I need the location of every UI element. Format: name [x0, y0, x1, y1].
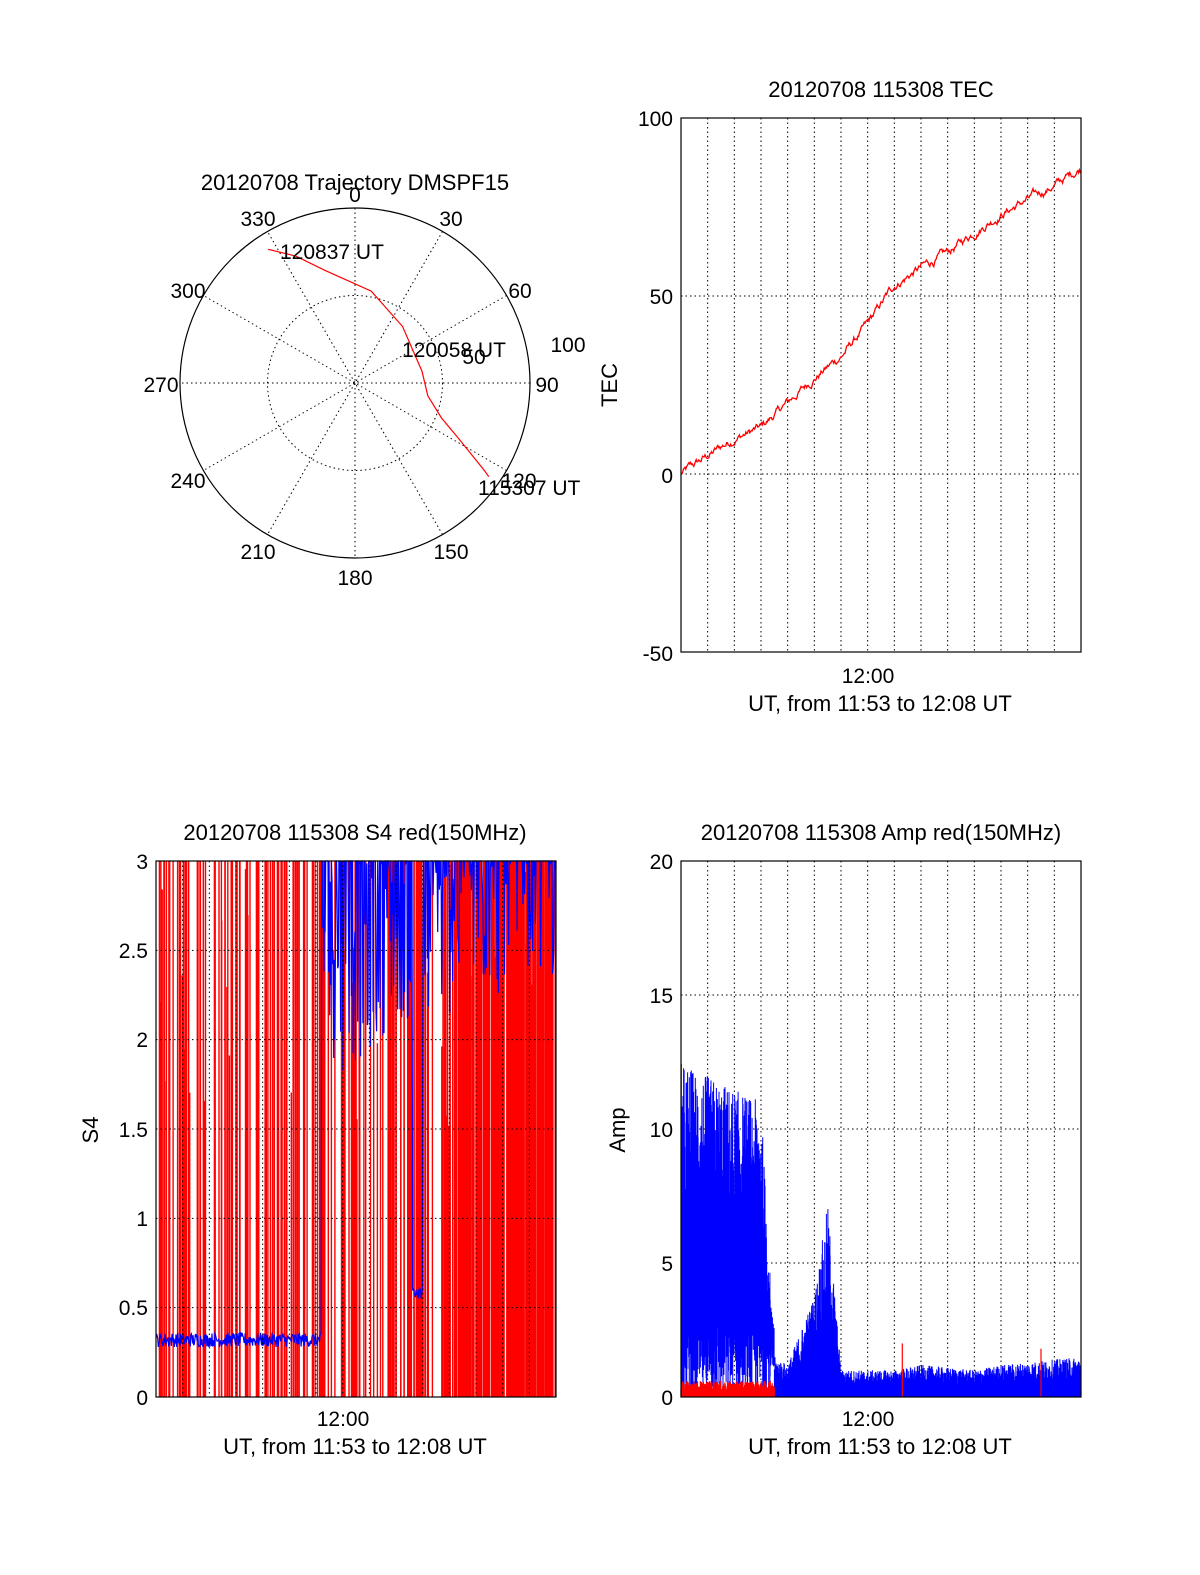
- tec-series-line: [680, 167, 1082, 475]
- tec-plot-frame: [680, 117, 1082, 653]
- tec-ytick-0: 0: [661, 465, 673, 488]
- tec-xlabel: UT, from 11:53 to 12:08 UT: [748, 691, 1012, 716]
- polar-annotation-end: 120837 UT: [280, 241, 384, 264]
- tec-grid: [681, 118, 1081, 652]
- polar-angle-labels: 0 30 60 90 120 150 180 210 240 270 300 330: [143, 184, 558, 590]
- polar-angle-label-150: 150: [433, 541, 468, 564]
- s4-plot-frame: [155, 860, 557, 1398]
- s4-ytick-2.5: 2.5: [119, 940, 148, 963]
- amp-title: 20120708 115308 Amp red(150MHz): [701, 820, 1061, 845]
- tec-panel: 20120708 115308 TEC 100 50 0 -50 12:00 U…: [597, 77, 1082, 716]
- polar-title: 20120708 Trajectory DMSPF15: [201, 170, 509, 195]
- amp-blue-series: [680, 1064, 1082, 1397]
- amp-ytick-10: 10: [650, 1119, 673, 1142]
- polar-angle-label-60: 60: [508, 280, 531, 303]
- polar-panel: 20120708 Trajectory DMSPF15 0 30 60 90 120 15…: [143, 170, 585, 590]
- amp-panel: 20120708 115308 Amp red(150MHz) 20 15 10…: [605, 820, 1082, 1459]
- polar-grid: [180, 208, 530, 558]
- amp-ytick-15: 15: [650, 985, 673, 1008]
- polar-annotation-mid: 120058 UT: [402, 339, 506, 362]
- s4-ytick-1: 1: [136, 1208, 148, 1231]
- amp-xlabel: UT, from 11:53 to 12:08 UT: [748, 1434, 1012, 1459]
- tec-ytick-100: 100: [638, 108, 673, 131]
- amp-ytick-20: 20: [650, 851, 673, 874]
- tec-ylabel: TEC: [597, 363, 622, 407]
- amp-xtick-1200: 12:00: [842, 1408, 895, 1431]
- s4-ytick-0: 0: [136, 1387, 148, 1410]
- s4-panel: 20120708 115308 S4 red(150MHz) 3 2.5 2 1…: [78, 820, 557, 1459]
- amp-plot-frame: [680, 860, 1082, 1398]
- polar-angle-label-180: 180: [337, 567, 372, 590]
- tec-ytick-50: 50: [650, 286, 673, 309]
- polar-radius-label-50: 50: [462, 346, 485, 369]
- s4-ytick-1.5: 1.5: [119, 1119, 148, 1142]
- polar-radius-label-100: 100: [550, 334, 585, 357]
- amp-ylabel: Amp: [605, 1107, 630, 1152]
- polar-angle-label-240: 240: [170, 470, 205, 493]
- s4-xtick-1200: 12:00: [317, 1408, 370, 1431]
- s4-ylabel: S4: [78, 1117, 103, 1144]
- polar-angle-label-270: 270: [143, 374, 178, 397]
- amp-ytick-5: 5: [661, 1253, 673, 1276]
- s4-grid: [156, 861, 556, 1397]
- polar-outer-ring: [179, 207, 531, 559]
- polar-trajectory-line: [268, 248, 490, 478]
- polar-angle-label-0: 0: [349, 184, 361, 207]
- tec-title: 20120708 115308 TEC: [768, 77, 994, 102]
- s4-ytick-3: 3: [136, 851, 148, 874]
- polar-angle-label-30: 30: [439, 208, 462, 231]
- amp-blue-trace: [680, 1064, 1082, 1397]
- polar-angle-label-210: 210: [240, 541, 275, 564]
- polar-annotation-start: 115307 UT: [478, 477, 581, 500]
- polar-angle-label-330: 330: [240, 208, 275, 231]
- tec-xtick-1200: 12:00: [842, 665, 895, 688]
- amp-ytick-0: 0: [661, 1387, 673, 1410]
- s4-title: 20120708 115308 S4 red(150MHz): [183, 820, 526, 845]
- polar-angle-label-90: 90: [535, 374, 558, 397]
- polar-angle-label-120: 120: [501, 470, 536, 493]
- polar-ring-50: [267, 295, 443, 471]
- s4-ytick-0.5: 0.5: [119, 1297, 148, 1320]
- s4-xlabel: UT, from 11:53 to 12:08 UT: [223, 1434, 487, 1459]
- tec-ytick-minus50: -50: [643, 643, 673, 666]
- polar-angle-label-300: 300: [170, 280, 205, 303]
- s4-ytick-2: 2: [136, 1029, 148, 1052]
